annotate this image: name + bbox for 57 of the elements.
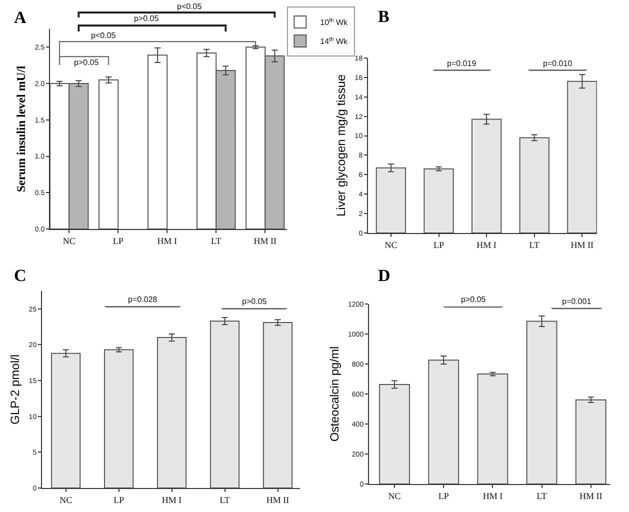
y-axis-title: Serum insulin level mU/l [14, 65, 28, 192]
annotation: p>0.05 [461, 295, 486, 304]
bar [477, 374, 508, 484]
bar [262, 322, 293, 488]
x-tick-label: NC [388, 490, 401, 501]
x-tick-label: LP [114, 494, 124, 505]
x-tick-label: HM I [482, 490, 503, 501]
text: p<0.05 [177, 2, 202, 11]
x-tick-label: HM I [157, 236, 177, 246]
x-tick-label: NC [60, 494, 72, 505]
annotation: p=0.028 [128, 295, 158, 304]
bar [575, 399, 606, 484]
annotation: p=0.001 [562, 297, 592, 306]
x-tick-label: HM II [266, 494, 290, 505]
bar [567, 80, 597, 233]
chart-title: B [378, 6, 390, 26]
x-tick-label: NC [384, 240, 398, 250]
bar [379, 384, 410, 484]
annotation: p<0.05 [91, 31, 116, 40]
annotation: p>0.05 [74, 58, 100, 67]
legend-label: 10$^{th}$ Wk [320, 16, 349, 28]
legend-label: 14$^{th}$ Wk [320, 36, 349, 46]
bar [471, 118, 502, 233]
x-tick-label: LT [536, 490, 548, 501]
bar [148, 54, 168, 229]
x-tick-label: LP [438, 490, 449, 501]
bar [98, 79, 119, 229]
x-tick-label: LT [211, 236, 222, 246]
annotation: p>0.05 [242, 297, 268, 306]
annotation: p=0.010 [543, 59, 573, 68]
x-tick-label: HM II [570, 240, 594, 250]
text: p>0.05 [134, 14, 160, 23]
y-axis-title: GLP-2 pmol/l [8, 354, 22, 425]
y-axis-title: Osteocalcin pg/ml [327, 346, 342, 442]
bar [428, 360, 460, 484]
chart-title: C [14, 266, 26, 285]
x-tick-label: HM I [162, 494, 182, 505]
bar [376, 167, 406, 233]
chart-title: A [14, 8, 27, 27]
bar [210, 320, 240, 488]
bar [526, 320, 558, 484]
x-tick-label: LT [220, 494, 230, 505]
bar [519, 137, 550, 233]
bar [424, 168, 454, 233]
chart-title: D [378, 266, 390, 285]
x-tick-label: LP [434, 240, 444, 250]
x-tick-label: HM II [579, 490, 602, 501]
y-axis-title: Liver glycogen mg/g tissue [334, 74, 348, 217]
x-tick-label: LT [529, 240, 540, 250]
x-tick-label: NC [62, 236, 76, 246]
x-tick-label: HM I [476, 240, 496, 250]
bar [104, 349, 134, 488]
x-tick-label: LP [112, 236, 124, 246]
bar [51, 352, 81, 488]
x-tick-label: HM II [254, 236, 277, 246]
bar [156, 337, 187, 488]
annotation: p=0.019 [447, 59, 477, 68]
